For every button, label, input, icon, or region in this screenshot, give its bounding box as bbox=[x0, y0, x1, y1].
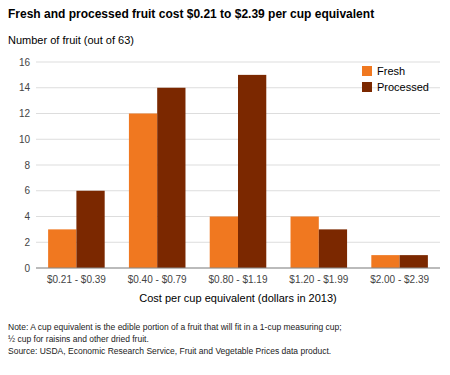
bar bbox=[400, 255, 428, 268]
title: Fresh and processed fruit cost $0.21 to … bbox=[8, 7, 374, 21]
x-tick-label: $2.00 - $2.39 bbox=[370, 274, 429, 285]
grid-line bbox=[36, 62, 440, 63]
y-tick-label: 14 bbox=[19, 82, 31, 93]
x-tick-label: $0.80 - $1.19 bbox=[209, 274, 268, 285]
y-tick-label: 4 bbox=[24, 211, 30, 222]
x-tick-label: $1.20 - $1.99 bbox=[289, 274, 348, 285]
bar bbox=[291, 217, 319, 269]
y-tick-label: 2 bbox=[24, 237, 30, 248]
bar bbox=[319, 229, 347, 268]
bars bbox=[48, 75, 428, 268]
legend: Fresh Processed bbox=[362, 65, 429, 93]
x-tick-label: $0.21 - $0.39 bbox=[47, 274, 106, 285]
bar bbox=[48, 229, 76, 268]
note: ½ cup for raisins and other dried fruit. bbox=[8, 334, 149, 344]
legend-label: Processed bbox=[377, 81, 429, 93]
x-axis-line bbox=[36, 268, 440, 269]
bar bbox=[157, 88, 185, 268]
y-axis-label: Number of fruit (out of 63) bbox=[8, 34, 134, 46]
y-tick-label: 12 bbox=[19, 108, 31, 119]
bar bbox=[129, 114, 157, 269]
x-tick-label: $0.40 - $0.79 bbox=[128, 274, 187, 285]
grid-line bbox=[36, 268, 440, 269]
legend-label: Fresh bbox=[377, 65, 405, 77]
chart: Fresh and processed fruit cost $0.21 to … bbox=[0, 0, 450, 375]
x-axis-label: Cost per cup equivalent (dollars in 2013… bbox=[139, 292, 337, 304]
y-tick-label: 8 bbox=[24, 160, 30, 171]
note: Note: A cup equivalent is the edible por… bbox=[8, 322, 342, 332]
y-tick-label: 6 bbox=[24, 185, 30, 196]
note: Source: USDA, Economic Research Service,… bbox=[8, 346, 331, 356]
y-tick-label: 0 bbox=[24, 263, 30, 274]
legend-swatch bbox=[362, 66, 372, 76]
legend-swatch bbox=[362, 82, 372, 92]
bar bbox=[76, 191, 104, 268]
bar bbox=[210, 217, 238, 269]
y-tick-label: 16 bbox=[19, 57, 31, 68]
grid bbox=[36, 62, 440, 268]
bar bbox=[371, 255, 399, 268]
y-tick-label: 10 bbox=[19, 134, 31, 145]
bar bbox=[238, 75, 266, 268]
